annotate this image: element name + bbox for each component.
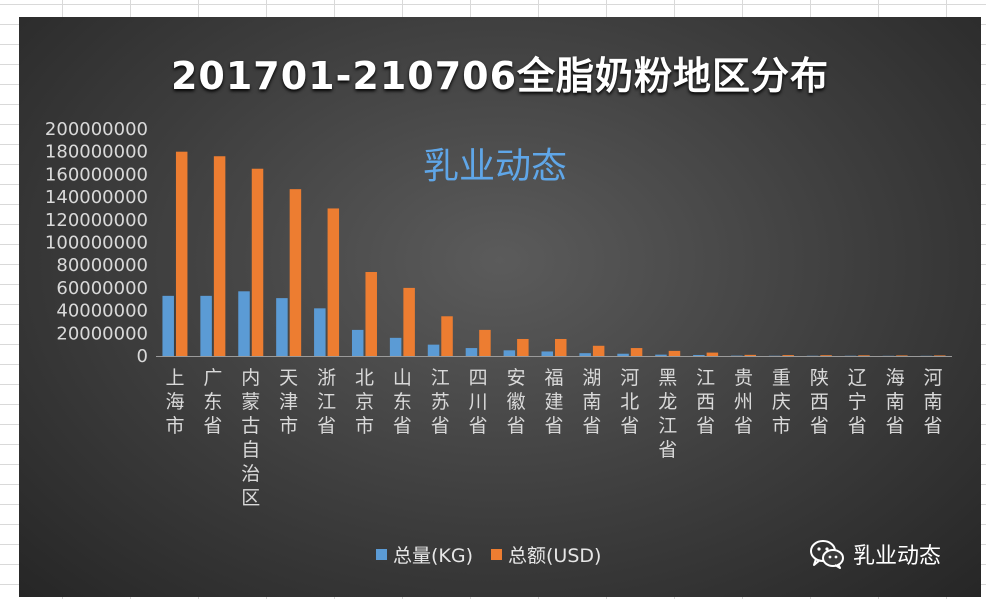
y-tick-label: 100000000 [45,233,148,254]
x-tick-label: 辽宁省 [848,367,867,437]
x-tick-label: 黑龙江省 [658,367,677,461]
bar-weight[interactable] [238,291,250,356]
x-tick-label: 贵州省 [734,367,753,437]
y-tick-label: 120000000 [45,210,148,231]
y-tick-label: 60000000 [56,278,148,299]
wechat-icon [810,540,844,569]
bar-weight[interactable] [314,308,326,356]
bar-weight[interactable] [276,298,288,356]
bar-amount[interactable] [706,352,719,356]
x-tick-label: 山东省 [393,367,412,437]
x-tick-label: 天津市 [279,367,298,437]
x-tick-label: 河南省 [924,367,943,437]
bar-weight[interactable] [162,295,174,356]
bar-amount[interactable] [403,287,415,356]
chart-title: 201701-210706全脂奶粉地区分布 [170,54,830,98]
legend-item-weight: 总量(KG) [376,541,473,568]
x-tick-label: 上海市 [165,367,184,437]
wechat-watermark-label: 乳业动态 [853,544,942,569]
x-tick-label: 江西省 [696,367,715,437]
chart-plot: 2000000001800000001600000001400000001200… [45,119,952,509]
bar-weight[interactable] [541,351,554,356]
y-tick-label: 20000000 [56,323,148,344]
bar-amount[interactable] [858,355,870,356]
bar-weight[interactable] [693,354,705,356]
x-tick-label: 四川省 [469,367,488,437]
y-tick-label: 0 [137,346,148,367]
bar-amount[interactable] [213,156,226,356]
bar-amount[interactable] [289,189,302,356]
x-tick-label: 福建省 [544,367,563,437]
bar-amount[interactable] [365,272,377,356]
bar-weight[interactable] [731,355,743,357]
x-tick-label: 江苏省 [431,367,450,437]
bar-amount[interactable] [517,338,529,356]
x-tick-label: 内蒙古自治区 [241,367,260,509]
bar-amount[interactable] [251,168,264,356]
bar-weight[interactable] [655,354,667,356]
wechat-watermark: 乳业动态 [809,538,941,570]
x-tick-label: 安徽省 [507,367,526,437]
bar-amount[interactable] [592,345,605,356]
legend-swatch-weight [376,549,387,560]
legend-label-amount: 总额(USD) [508,545,602,567]
legend-swatch-amount [491,549,503,560]
bar-amount[interactable] [555,338,567,356]
x-tick-label: 海南省 [886,367,905,437]
y-tick-label: 40000000 [56,301,148,322]
legend-item-amount: 总额(USD) [491,541,601,568]
bar-weight[interactable] [503,350,516,356]
bar-weight[interactable] [579,353,591,356]
bar-weight[interactable] [465,348,478,356]
y-tick-label: 180000000 [45,142,148,163]
legend: 总量(KG) 总额(USD) [376,541,601,568]
bar-amount[interactable] [744,354,757,356]
x-tick-label: 重庆市 [772,367,791,437]
bar-amount[interactable] [934,355,946,357]
y-tick-label: 80000000 [56,255,148,276]
x-tick-label: 浙江省 [317,367,336,437]
bar-amount[interactable] [668,350,681,356]
bar-amount[interactable] [896,355,908,357]
y-tick-label: 200000000 [45,119,148,140]
x-tick-label: 北京市 [355,367,374,437]
x-tick-label: 陕西省 [810,367,829,437]
bar-weight[interactable] [389,337,402,356]
chart-area[interactable]: 200000000 180000000 160000000 140000000 1200… [19,17,981,597]
bar-amount[interactable] [441,316,453,356]
y-tick-label: 160000000 [45,164,148,185]
bar-weight[interactable] [351,329,364,356]
bar-weight[interactable] [200,295,212,356]
bar-amount[interactable] [630,348,643,356]
bar-weight[interactable] [617,353,629,356]
legend-label-weight: 总量(KG) [393,545,474,567]
bar-amount[interactable] [782,355,794,356]
x-tick-label: 湖南省 [582,367,601,437]
watermark-text: 乳业动态 [423,146,568,187]
x-tick-label: 河北省 [620,367,639,437]
y-tick-label: 140000000 [45,187,148,208]
bar-weight[interactable] [427,344,440,356]
bar-amount[interactable] [175,151,188,356]
bar-amount[interactable] [327,208,340,356]
bar-amount[interactable] [479,329,491,356]
x-tick-label: 广东省 [203,367,222,437]
bar-amount[interactable] [820,355,832,356]
